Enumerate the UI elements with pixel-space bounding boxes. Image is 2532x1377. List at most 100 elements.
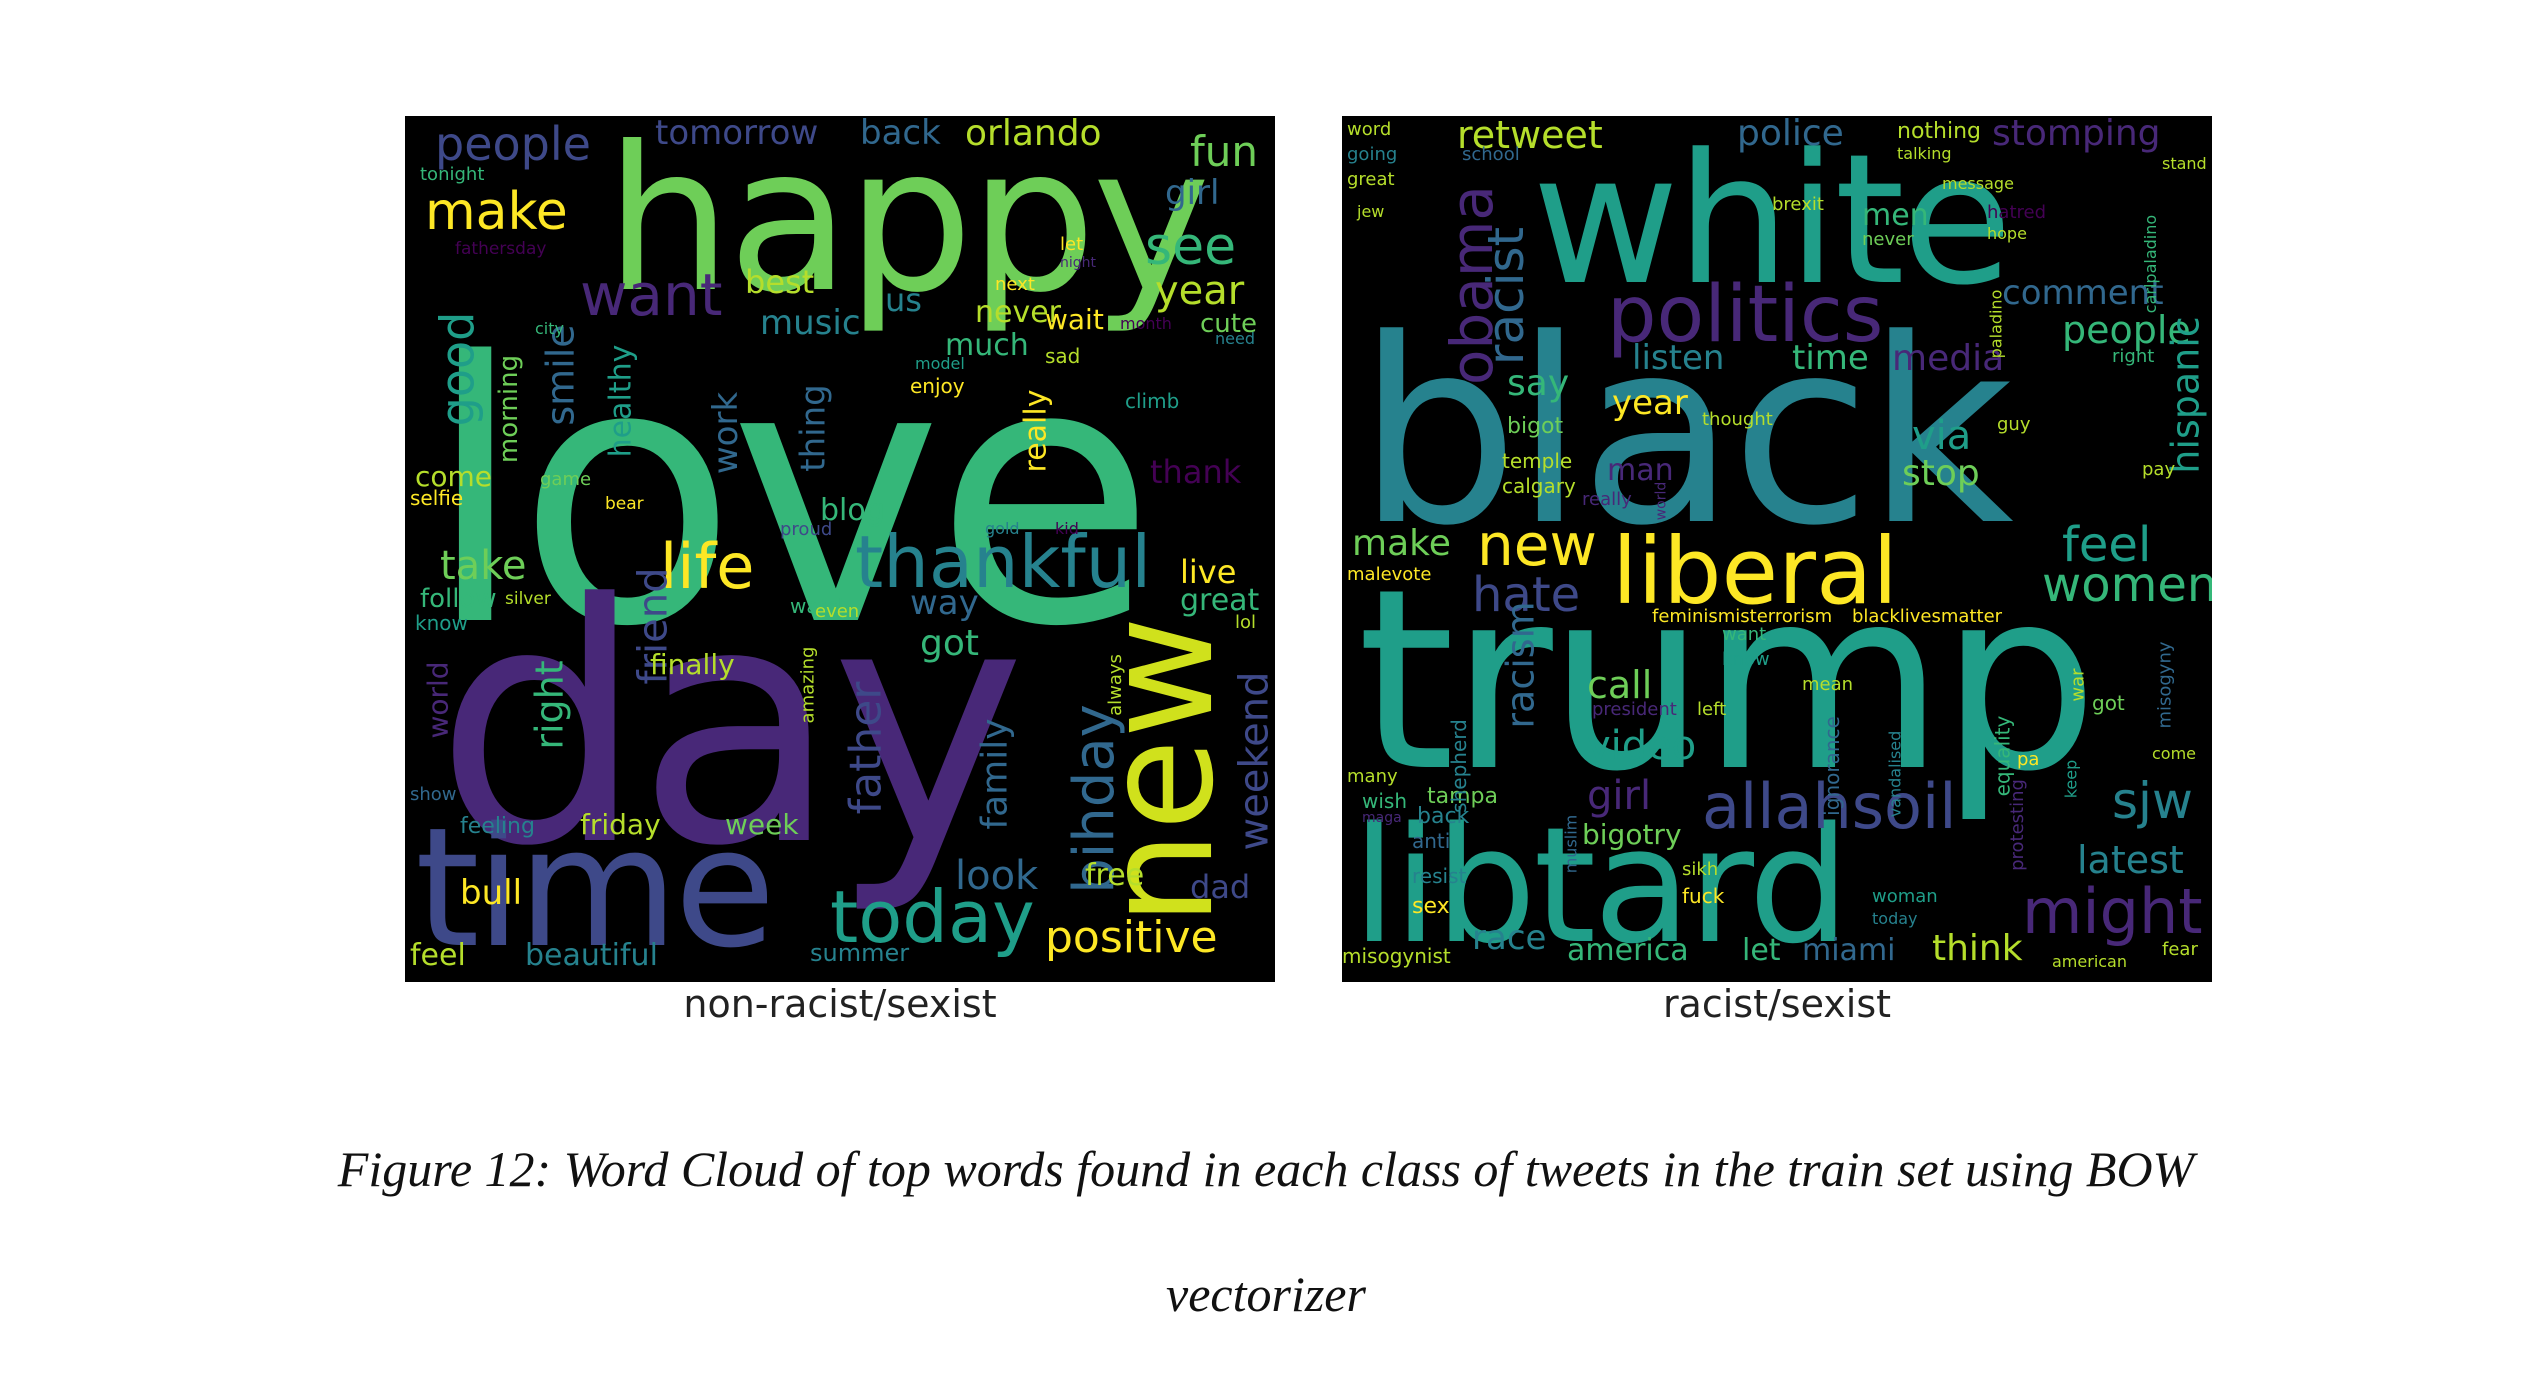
cloud-word: today	[830, 875, 1035, 959]
cloud-word: happy	[605, 116, 1211, 337]
cloud-word: misogyny	[2154, 641, 2176, 729]
cloud-word: make	[1352, 523, 1451, 564]
cloud-word: dad	[1190, 868, 1251, 906]
cloud-word: jew	[1357, 202, 1385, 221]
cloud-word: feel	[410, 938, 466, 973]
cloud-word: woman	[1872, 886, 1938, 907]
cloud-word: racist	[1477, 226, 1536, 366]
cloud-word: much	[945, 328, 1029, 363]
word-cloud-non-racist: love day happy time new thankful today l…	[405, 116, 1275, 982]
cloud-word: liberal	[1612, 518, 1898, 625]
cloud-word: silver	[505, 589, 551, 609]
cloud-word: fathersday	[455, 239, 547, 259]
cloud-word: fear	[2162, 939, 2198, 960]
cloud-word: friday	[580, 808, 661, 841]
cloud-word: people	[2062, 308, 2191, 352]
cloud-word: racism	[1498, 601, 1543, 729]
cloud-word: bigot	[1507, 414, 1564, 439]
cloud-word: thing	[793, 384, 834, 472]
cloud-word: left	[1697, 699, 1727, 720]
cloud-word: year	[1612, 383, 1688, 423]
cloud-word: american	[2052, 952, 2127, 971]
cloud-word: might	[2022, 875, 2203, 948]
cloud-word: stand	[2162, 154, 2207, 173]
cloud-word: police	[1737, 116, 1844, 154]
cloud-word: need	[1215, 329, 1255, 348]
cloud-word: resist	[1412, 864, 1467, 888]
cloud-word: video	[1587, 723, 1697, 769]
cloud-word: next	[995, 274, 1035, 295]
figure-caption-continued: vectorizer	[1166, 1266, 1366, 1322]
cloud-word: libtard	[1352, 792, 1850, 979]
cloud-word: guy	[1997, 414, 2031, 435]
cloud-word: world	[421, 661, 455, 739]
cloud-word: misogynist	[1342, 944, 1451, 968]
cloud-word: war	[2067, 668, 2089, 702]
cloud-word: let	[1742, 933, 1781, 968]
cloud-word: sex	[1412, 894, 1450, 919]
cloud-word: life	[660, 530, 755, 603]
cloud-word: black	[1357, 285, 2014, 582]
cloud-word: fuck	[1682, 884, 1725, 908]
cloud-word: year	[1155, 268, 1245, 314]
cloud-word: time	[1792, 338, 1869, 378]
cloud-word: world	[1653, 481, 1670, 521]
cloud-word: want	[1722, 624, 1767, 645]
cloud-word: ignorance	[1819, 716, 1844, 816]
cloud-word: never	[1862, 229, 1914, 250]
cloud-word: feeling	[460, 814, 535, 839]
cloud-word: city	[535, 319, 564, 338]
cloud-word: protesting	[2006, 779, 2028, 871]
cloud-word: month	[1120, 314, 1172, 333]
cloud-word: hate	[1472, 567, 1581, 623]
cloud-word: morning	[494, 354, 525, 464]
cloud-word: positive	[1045, 912, 1218, 963]
cloud-word: via	[1912, 413, 1972, 459]
cloud-word: shepherd	[1446, 719, 1471, 813]
cloud-word: tomorrow	[655, 116, 819, 153]
cloud-word: message	[1942, 174, 2014, 193]
cloud-word: proud	[780, 519, 833, 540]
cloud-word: us	[885, 281, 922, 319]
cloud-word: even	[815, 601, 860, 622]
cloud-word: day	[435, 534, 1026, 918]
cloud-word: trump	[1357, 535, 2098, 826]
cloud-word: president	[1592, 699, 1677, 720]
cloud-word: work	[706, 391, 747, 475]
cloud-word: politics	[1607, 270, 1884, 360]
cloud-word: race	[1472, 918, 1547, 958]
cloud-word: free	[1085, 858, 1145, 893]
cloud-word: enjoy	[910, 374, 965, 398]
cloud-word: pay	[2142, 459, 2176, 480]
cloud-word: want	[580, 261, 723, 329]
cloud-word: hope	[1987, 224, 2027, 243]
cloud-word: anti	[1412, 829, 1451, 853]
cloud-word: paladino	[1986, 289, 2006, 359]
cloud-word: beautiful	[525, 938, 658, 973]
cloud-word: hispanic	[2163, 316, 2208, 474]
cloud-word: tonight	[420, 164, 485, 185]
cloud-word: wish	[1362, 789, 1408, 813]
cloud-word: kid	[1055, 519, 1079, 538]
cloud-word: climb	[1125, 389, 1180, 413]
cloud-word: live	[1180, 553, 1237, 591]
cloud-word: stop	[1902, 453, 1980, 494]
cloud-word: word	[1347, 119, 1392, 140]
cloud-word: know	[415, 611, 468, 635]
cloud-word: feminismisterrorism	[1652, 606, 1833, 627]
cloud-word: blacklivesmatter	[1852, 606, 2003, 627]
word-cloud-racist-sexist: trump black white libtard liberal politi…	[1342, 116, 2212, 982]
cloud-word: right	[2112, 346, 2155, 367]
cloud-word: nothing	[1897, 119, 1981, 144]
cloud-word: sad	[1045, 344, 1081, 368]
cloud-word: malevote	[1347, 564, 1432, 585]
cloud-word: brexit	[1772, 194, 1824, 215]
cloud-word: selfie	[410, 486, 464, 510]
cloud-word: know	[1722, 649, 1770, 670]
cloud-word: new	[1477, 511, 1597, 579]
cloud-word: great	[1347, 169, 1395, 190]
cloud-word: let	[1060, 234, 1084, 255]
cloud-word: bigotry	[1582, 818, 1682, 851]
cloud-word: back	[1417, 804, 1470, 829]
cloud-word: tampa	[1427, 784, 1498, 809]
